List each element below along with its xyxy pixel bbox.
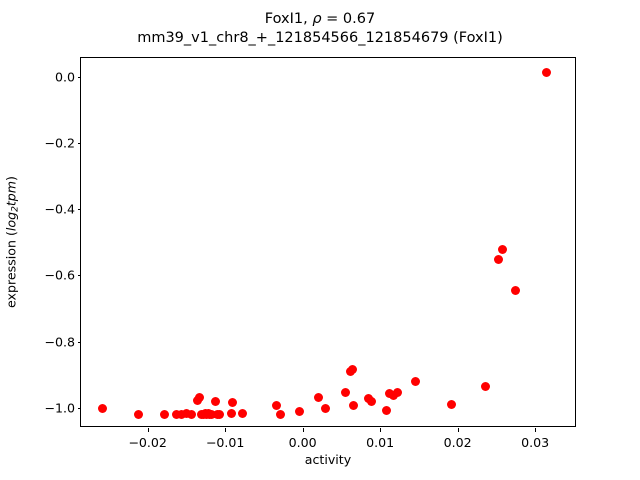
y-tick-label: −0.4 <box>44 201 75 217</box>
x-tick-label: −0.02 <box>128 435 167 450</box>
scatter-point <box>181 409 191 419</box>
y-axis-label-container: expression (log2tpm) <box>0 57 24 427</box>
scatter-point <box>340 388 350 398</box>
y-tick-mark <box>77 77 81 78</box>
y-tick-mark <box>77 275 81 277</box>
plot-axes: −0.02 −0.01 0.00 0.01 0.02 0.03 0.0 −0.2 −0.4 −0.… <box>44 57 576 450</box>
scatter-point <box>542 67 552 77</box>
figure-title-main: FoxI1, ρ = 0.67 <box>0 10 640 29</box>
scatter-point <box>226 409 236 419</box>
y-label-math: log2tpm <box>3 180 21 232</box>
x-tick-mark <box>225 428 227 432</box>
x-tick-mark <box>457 428 459 432</box>
x-tick-label: 0.02 <box>443 435 472 450</box>
figure-title-block: FoxI1, ρ = 0.67 mm39_v1_chr8_+_121854566… <box>0 10 640 48</box>
scatter-point <box>410 377 420 387</box>
scatter-point <box>160 409 170 419</box>
scatter-point <box>347 365 357 375</box>
scatter-point <box>498 245 508 255</box>
figure-title-subtitle: mm39_v1_chr8_+_121854566_121854679 (FoxI… <box>137 30 503 46</box>
x-tick-label: 0.03 <box>521 435 550 450</box>
x-tick-mark <box>535 428 537 432</box>
scatter-point <box>171 409 181 419</box>
scatter-points-layer <box>81 58 575 426</box>
y-tick-label: −0.6 <box>44 267 75 283</box>
scatter-point <box>367 396 377 406</box>
scatter-point <box>275 409 285 419</box>
y-tick-label: −0.2 <box>44 135 75 151</box>
scatter-point <box>321 403 331 413</box>
scatter-point <box>494 254 504 264</box>
y-label-prefix: expression ( <box>3 231 19 308</box>
x-tick-mark <box>147 428 149 432</box>
x-tick-mark <box>302 428 304 432</box>
x-axis-label: activity <box>304 452 352 467</box>
title-gene-name: FoxI1, <box>264 11 313 27</box>
x-tick-label: −0.01 <box>205 435 245 450</box>
y-tick-label: −0.8 <box>44 334 75 350</box>
y-tick-mark <box>77 407 81 409</box>
y-tick-mark <box>77 341 81 343</box>
scatter-point <box>207 410 217 420</box>
scatter-point <box>511 285 521 295</box>
y-tick-label: −1.0 <box>44 400 75 416</box>
scatter-point <box>392 387 402 397</box>
scatter-point <box>481 382 491 391</box>
x-tick-label: 0.01 <box>366 435 395 450</box>
scatter-point <box>210 397 220 407</box>
scatter-point <box>133 409 143 419</box>
scatter-point <box>237 409 247 419</box>
scatter-point <box>348 400 358 410</box>
y-label-suffix: ) <box>3 176 19 181</box>
scatter-point <box>228 398 238 408</box>
scatter-point <box>177 410 187 420</box>
scatter-point <box>271 400 281 410</box>
x-tick-mark <box>380 428 382 432</box>
y-tick-mark <box>77 143 81 145</box>
y-tick-mark <box>77 209 81 211</box>
y-tick-label: 0.0 <box>54 69 75 85</box>
scatter-point <box>215 410 225 420</box>
scatter-point <box>446 399 456 409</box>
title-rho-value: = 0.67 <box>321 11 376 27</box>
scatter-point <box>295 407 305 417</box>
scatter-point <box>314 392 324 402</box>
x-tick-label: 0.00 <box>288 435 317 450</box>
y-axis-label: expression (log2tpm) <box>4 176 21 308</box>
scatter-point <box>381 405 391 415</box>
scatter-point <box>187 410 197 420</box>
scatter-point <box>195 393 205 403</box>
scatter-point <box>98 404 108 414</box>
title-rho-symbol: ρ <box>312 11 322 27</box>
